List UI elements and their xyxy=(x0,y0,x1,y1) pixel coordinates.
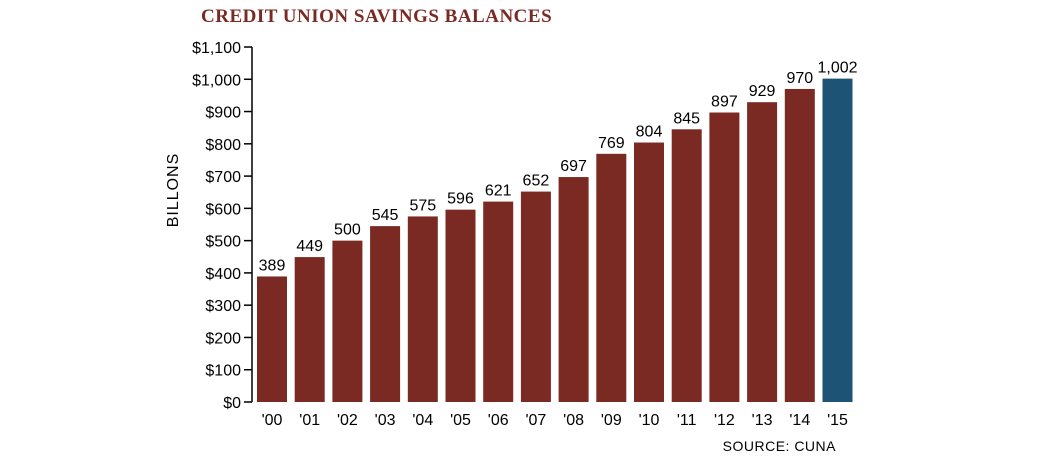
bar xyxy=(483,201,514,402)
y-axis-label: BILLONS xyxy=(165,153,182,228)
y-tick-label: $500 xyxy=(205,234,241,251)
x-axis: '00 '01 '02 '03 '04 '05 '06 '07 '08 '09 '10 '11 '12 '… xyxy=(262,412,848,429)
y-tick-label: $300 xyxy=(205,298,241,315)
bar-value-label: 449 xyxy=(296,238,323,255)
x-tick-label: '14 xyxy=(789,412,810,429)
bar-value-label: 804 xyxy=(636,124,663,141)
bar xyxy=(520,191,551,402)
bar-value-label: 1,002 xyxy=(817,60,857,77)
x-tick-label: '04 xyxy=(412,412,433,429)
bar-value-label: 545 xyxy=(372,207,399,224)
bar-value-label: 897 xyxy=(711,94,738,111)
x-tick-label: '08 xyxy=(563,412,584,429)
bar xyxy=(558,177,589,402)
bar xyxy=(822,78,853,403)
y-tick-label: $100 xyxy=(205,363,241,380)
bars xyxy=(257,78,853,403)
bar xyxy=(784,88,815,403)
y-tick-label: $1,000 xyxy=(192,72,241,89)
x-tick-label: '12 xyxy=(714,412,735,429)
bar-value-label: 596 xyxy=(447,191,474,208)
bar xyxy=(634,142,664,402)
bar xyxy=(671,129,702,402)
bar-value-label: 970 xyxy=(786,70,813,87)
x-tick-label: '11 xyxy=(677,412,697,429)
x-tick-label: '03 xyxy=(375,412,396,429)
bar-value-label: 621 xyxy=(485,183,512,200)
bar-value-label: 845 xyxy=(673,110,700,127)
bar xyxy=(596,153,627,402)
y-tick-label: $800 xyxy=(205,137,241,154)
x-tick-label: '10 xyxy=(639,412,660,429)
y-tick-label: $600 xyxy=(205,201,241,218)
bar-value-label: 652 xyxy=(523,173,550,190)
bar xyxy=(332,240,363,402)
bar-value-label: 769 xyxy=(598,135,625,152)
bar xyxy=(709,112,740,402)
x-tick-label: '06 xyxy=(488,412,509,429)
bar xyxy=(407,216,438,402)
y-tick-label: $700 xyxy=(205,169,241,186)
bar-value-label: 929 xyxy=(749,83,776,100)
x-tick-label: '02 xyxy=(337,412,358,429)
bar-value-label: 575 xyxy=(409,197,436,214)
bar xyxy=(445,209,476,402)
y-axis: $0 $100 $200 $300 $400 $500 $600 $700 $800 $900 $1… xyxy=(192,40,253,412)
x-tick-label: '13 xyxy=(752,412,773,429)
bar xyxy=(294,257,325,402)
value-labels: 389 449 500 545 575 596 621 652 697 769 804 845 897 9… xyxy=(259,60,858,275)
y-tick-label: $0 xyxy=(223,395,241,412)
x-tick-label: '05 xyxy=(450,412,471,429)
chart-title: CREDIT UNION SAVINGS BALANCES xyxy=(201,6,553,27)
x-tick-label: '01 xyxy=(299,412,320,429)
bar xyxy=(370,226,401,402)
y-tick-label: $200 xyxy=(205,330,241,347)
bar xyxy=(257,276,287,402)
y-tick-label: $1,100 xyxy=(192,40,241,57)
x-tick-label: '15 xyxy=(827,412,848,429)
bar-value-label: 389 xyxy=(259,257,286,274)
bar-value-label: 500 xyxy=(334,222,361,239)
bar-value-label: 697 xyxy=(560,158,587,175)
x-tick-label: '07 xyxy=(525,412,546,429)
y-tick-label: $400 xyxy=(205,266,241,283)
x-tick-label: '09 xyxy=(601,412,622,429)
bar xyxy=(747,102,778,402)
source-note: SOURCE: CUNA xyxy=(723,438,837,454)
y-tick-label: $900 xyxy=(205,105,241,122)
x-tick-label: '00 xyxy=(262,412,283,429)
